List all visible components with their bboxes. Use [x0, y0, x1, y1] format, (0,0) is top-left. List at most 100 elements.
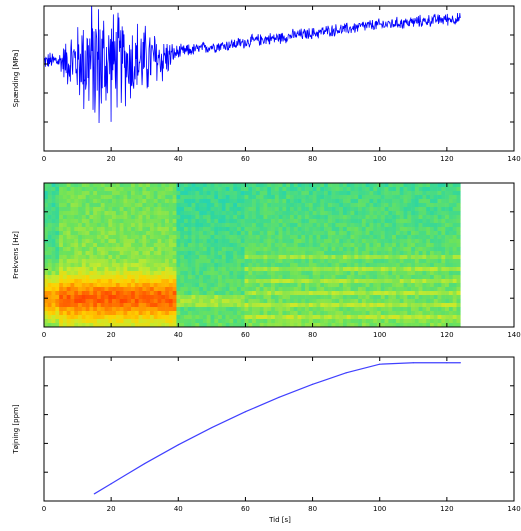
heatmap-cell	[361, 203, 366, 208]
heatmap-cell	[44, 211, 49, 216]
heatmap-cell	[240, 251, 245, 256]
heatmap-cell	[448, 319, 454, 324]
heatmap-cell	[411, 303, 416, 308]
heatmap-cell	[407, 319, 412, 324]
heatmap-cell	[335, 207, 340, 212]
heatmap-cell	[380, 307, 385, 312]
heatmap-cell	[399, 315, 404, 320]
heatmap-cell	[426, 311, 431, 316]
heatmap-cell	[350, 323, 355, 327]
heatmap-cell	[138, 191, 143, 196]
heatmap-cell	[259, 199, 264, 204]
heatmap-cell	[278, 211, 283, 216]
heatmap-cell	[206, 283, 211, 288]
heatmap-cell	[81, 191, 86, 196]
heatmap-cell	[426, 239, 431, 244]
heatmap-cell	[172, 235, 177, 240]
heatmap-cell	[70, 203, 75, 208]
heatmap-cell	[89, 203, 94, 208]
heatmap-cell	[384, 299, 389, 304]
heatmap-cell	[445, 279, 450, 284]
heatmap-cell	[361, 195, 366, 200]
heatmap-cell	[289, 239, 295, 244]
heatmap-cell	[286, 239, 291, 244]
heatmap-cell	[380, 215, 385, 220]
heatmap-cell	[123, 215, 128, 220]
heatmap-cell	[202, 299, 208, 304]
heatmap-cell	[255, 243, 261, 248]
heatmap-cell	[430, 267, 435, 272]
heatmap-cell	[161, 315, 166, 320]
heatmap-cell	[305, 255, 310, 260]
heatmap-cell	[59, 271, 64, 276]
heatmap-cell	[229, 203, 234, 208]
heatmap-cell	[448, 283, 454, 288]
heatmap-cell	[286, 219, 291, 224]
heatmap-cell	[96, 279, 102, 284]
heatmap-cell	[308, 263, 313, 268]
heatmap-cell	[93, 307, 98, 312]
heatmap-cell	[172, 291, 177, 296]
heatmap-cell	[153, 291, 158, 296]
heatmap-cell	[361, 251, 366, 256]
heatmap-cell	[187, 271, 192, 276]
heatmap-cell	[62, 275, 67, 280]
heatmap-cell	[165, 219, 170, 224]
heatmap-cell	[358, 299, 363, 304]
heatmap-cell	[93, 223, 98, 228]
heatmap-cell	[441, 283, 446, 288]
heatmap-cell	[78, 283, 83, 288]
heatmap-cell	[312, 227, 317, 232]
heatmap-cell	[240, 255, 245, 260]
heatmap-cell	[142, 311, 147, 316]
heatmap-cell	[59, 211, 64, 216]
heatmap-cell	[324, 311, 329, 316]
heatmap-cell	[131, 299, 136, 304]
heatmap-cell	[127, 199, 132, 204]
heatmap-cell	[127, 291, 132, 296]
heatmap-cell	[414, 267, 419, 272]
heatmap-cell	[418, 195, 423, 200]
heatmap-cell	[252, 215, 257, 220]
heatmap-cell	[403, 259, 408, 264]
heatmap-cell	[168, 315, 173, 320]
heatmap-cell	[350, 243, 355, 248]
heatmap-cell	[206, 303, 211, 308]
heatmap-cell	[403, 251, 408, 256]
heatmap-cell	[47, 243, 52, 248]
heatmap-cell	[51, 299, 56, 304]
heatmap-cell	[59, 323, 64, 327]
heatmap-cell	[433, 199, 438, 204]
heatmap-cell	[172, 267, 177, 272]
heatmap-cell	[233, 267, 238, 272]
heatmap-cell	[104, 199, 109, 204]
heatmap-cell	[380, 275, 385, 280]
heatmap-cell	[361, 319, 366, 324]
heatmap-cell	[134, 279, 139, 284]
heatmap-cell	[176, 251, 181, 256]
heatmap-cell	[146, 323, 151, 327]
heatmap-cell	[324, 251, 329, 256]
heatmap-cell	[115, 235, 120, 240]
heatmap-cell	[452, 211, 457, 216]
heatmap-cell	[206, 295, 211, 300]
heatmap-cell	[327, 267, 332, 272]
heatmap-cell	[312, 291, 317, 296]
heatmap-cell	[89, 319, 94, 324]
heatmap-cell	[395, 195, 401, 200]
heatmap-cell	[81, 303, 86, 308]
heatmap-cell	[441, 279, 446, 284]
heatmap-cell	[452, 239, 457, 244]
heatmap-cell	[369, 195, 374, 200]
heatmap-cell	[361, 311, 366, 316]
heatmap-cell	[62, 247, 67, 252]
heatmap-cell	[206, 219, 211, 224]
heatmap-cell	[335, 243, 340, 248]
heatmap-cell	[414, 183, 419, 188]
heatmap-cell	[331, 295, 336, 300]
heatmap-cell	[248, 191, 253, 196]
heatmap-cell	[456, 291, 461, 296]
heatmap-cell	[445, 271, 450, 276]
heatmap-cell	[172, 315, 177, 320]
heatmap-cell	[452, 183, 457, 188]
